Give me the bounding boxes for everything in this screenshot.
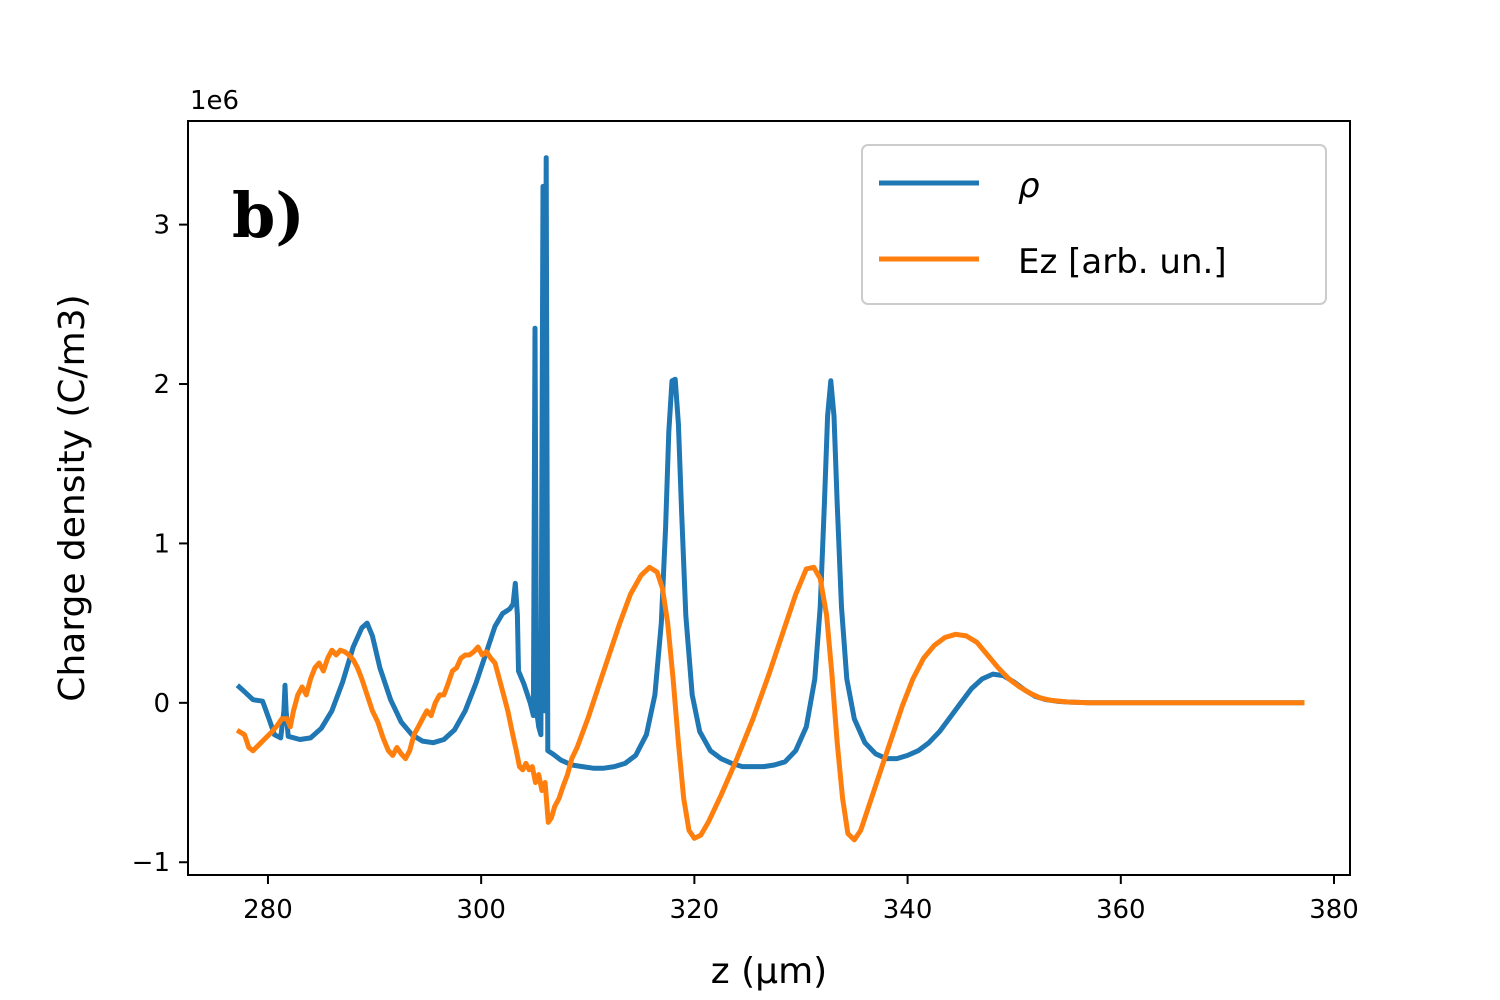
x-tick-label: 320 [670,895,720,925]
series-line-0 [235,155,1305,771]
x-tick-label: 360 [1096,895,1146,925]
legend: ρ Ez [arb. un.] [861,144,1327,305]
axes-frame [187,120,1351,876]
y-tick-label: −1 [132,848,170,878]
panel-label: b) [232,179,305,252]
y-offset-text: 1e6 [190,86,239,116]
y-tick-label: 2 [153,370,170,400]
x-tick-label: 300 [456,895,506,925]
x-axis: 280 300 320 340 360 380 [243,875,1359,925]
x-axis-title: z (μm) [711,951,827,992]
legend-label-rho: ρ [1018,166,1040,206]
y-axis: −1 0 1 2 3 [132,211,188,878]
legend-label-ez: Ez [arb. un.] [1018,242,1227,282]
series-line-1 [235,564,1305,843]
y-tick-label: 3 [153,211,170,241]
y-axis-title: Charge density (C/m3) [52,294,93,701]
y-tick-label: 0 [153,689,170,719]
x-tick-label: 380 [1309,895,1359,925]
series-group [235,155,1305,843]
y-tick-label: 1 [153,529,170,559]
x-tick-label: 340 [883,895,933,925]
x-tick-label: 280 [243,895,293,925]
